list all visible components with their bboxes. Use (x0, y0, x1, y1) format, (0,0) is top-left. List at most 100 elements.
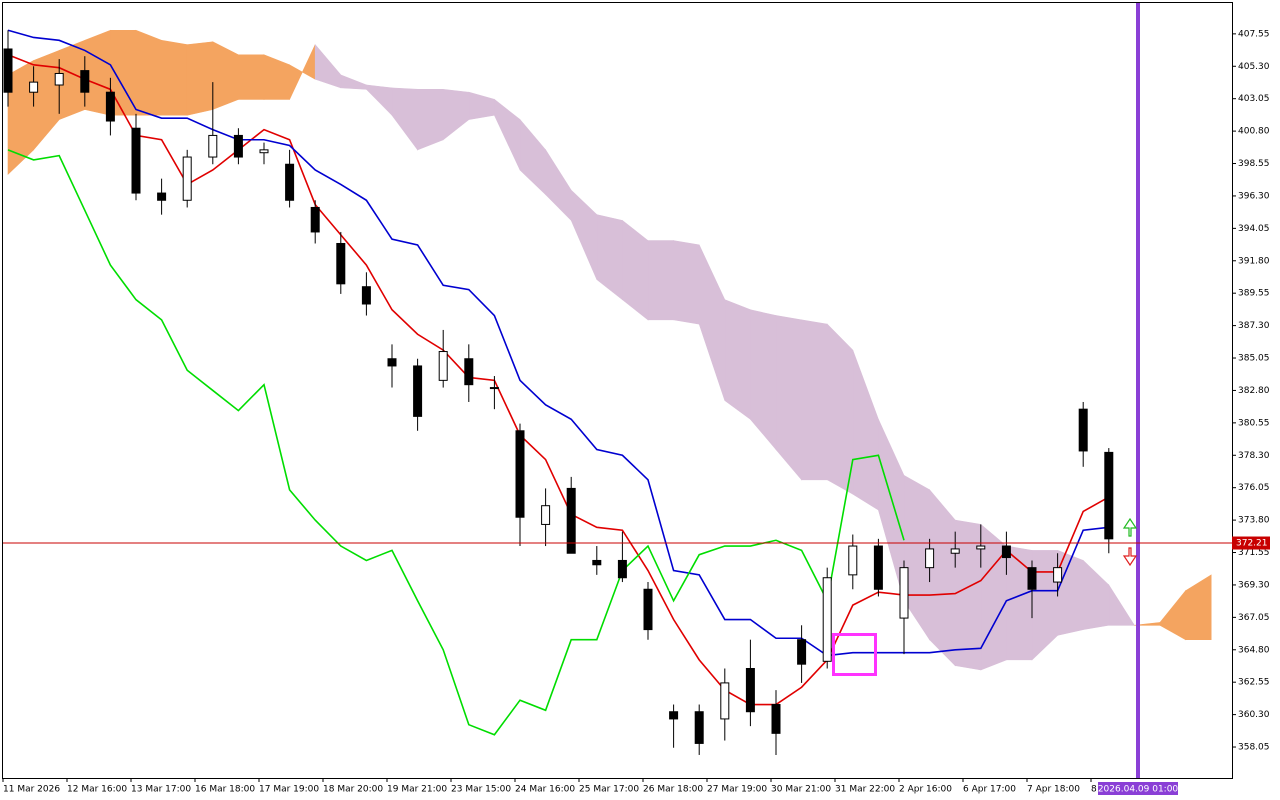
sell-arrow (1122, 547, 1138, 567)
cloud-segment (135, 29, 162, 116)
x-tick-label: 23 Mar 15:00 (451, 785, 511, 795)
y-tick-label: 358.05 (1238, 743, 1270, 753)
cloud-segment (1108, 583, 1135, 626)
candle-body (438, 351, 448, 381)
candle-body (592, 559, 602, 566)
cloud-segment (801, 319, 828, 481)
candle-body (617, 559, 627, 579)
y-tick-label: 396.30 (1238, 191, 1270, 201)
y-tick-label: 400.80 (1238, 127, 1270, 137)
candle-body (1104, 451, 1114, 540)
candle-body (950, 548, 960, 554)
x-tick-label: 2 Apr 16:00 (899, 785, 952, 795)
candle-body (848, 545, 858, 576)
cloud-segment (724, 299, 751, 420)
x-tick-label: 27 Mar 19:00 (707, 785, 767, 795)
candle-body (669, 711, 679, 720)
y-tick-label: 387.30 (1238, 321, 1270, 331)
y-tick-label: 407.55 (1238, 29, 1270, 39)
cloud-segment (673, 240, 700, 325)
candle-body (1053, 567, 1063, 583)
cloud-segment (186, 41, 214, 116)
y-tick-label: 391.80 (1238, 256, 1270, 266)
y-tick-label: 382.80 (1238, 386, 1270, 396)
cloud-segment (238, 54, 265, 100)
y-tick-label: 369.30 (1238, 580, 1270, 590)
x-tick-label: 18 Mar 20:00 (323, 785, 383, 795)
y-tick-label: 364.80 (1238, 645, 1270, 655)
candle-body (925, 548, 935, 569)
cloud-segment (417, 89, 444, 151)
candle-body (976, 545, 986, 550)
candle-body (822, 577, 832, 662)
candle-body (694, 711, 704, 744)
indicator-line (7, 149, 905, 736)
candle-body (259, 149, 269, 154)
candle-body (771, 704, 781, 734)
x-tick-label: 30 Mar 21:00 (771, 785, 831, 795)
highlight-box (832, 633, 877, 676)
candle-body (643, 588, 653, 631)
candle-body (745, 668, 755, 713)
y-tick-label: 385.05 (1238, 354, 1270, 364)
y-tick-label: 380.55 (1238, 418, 1270, 428)
x-tick-label: 19 Mar 21:00 (387, 785, 447, 795)
candle-body (80, 70, 90, 93)
candle-body (515, 430, 525, 518)
candle-body (1078, 408, 1088, 452)
x-tick-label: 31 Mar 22:00 (835, 785, 895, 795)
cloud-segment (1185, 574, 1212, 640)
candle-body (361, 286, 371, 305)
y-tick-label: 371.55 (1238, 548, 1270, 558)
candle-body (1027, 567, 1037, 590)
cloud-segment (161, 39, 188, 116)
candle-body (131, 127, 141, 194)
cursor-label-box (1098, 782, 1178, 795)
y-tick-label: 376.05 (1238, 483, 1270, 493)
candle-body (54, 72, 64, 86)
candle-body (464, 358, 474, 386)
cloud-segment (826, 323, 854, 495)
candle-body (720, 682, 730, 720)
price-label: 372.21 (1236, 539, 1268, 549)
candle-body (489, 387, 499, 390)
price-label-box (1232, 536, 1270, 550)
buy-arrow (1122, 517, 1138, 537)
x-tick-label: 16 Mar 18:00 (195, 785, 255, 795)
x-tick-label: 17 Mar 19:00 (259, 785, 319, 795)
cloud-segment (1006, 545, 1033, 661)
y-tick-label: 403.05 (1238, 94, 1270, 104)
cloud-segment (929, 489, 956, 667)
candle-body (233, 134, 243, 158)
candle-body (105, 91, 115, 122)
candle-body (797, 639, 807, 665)
y-tick-label: 398.55 (1238, 159, 1270, 169)
candle-body (541, 505, 551, 525)
y-tick-label: 360.30 (1238, 710, 1270, 720)
candle-body (310, 206, 320, 233)
x-tick-label: 24 Mar 16:00 (515, 785, 575, 795)
candle-body (336, 242, 346, 285)
candle-body (873, 545, 883, 590)
y-tick-label: 405.30 (1238, 62, 1270, 72)
x-tick-label: 25 Mar 17:00 (579, 785, 639, 795)
x-tick-label: 6 Apr 17:00 (963, 785, 1016, 795)
y-tick-label: 367.05 (1238, 613, 1270, 623)
y-tick-label: 389.55 (1238, 289, 1270, 299)
candle-body (157, 192, 167, 201)
cloud-segment (647, 240, 674, 321)
plot-area (3, 29, 1212, 755)
candle-body (1001, 545, 1011, 559)
candle-body (899, 567, 909, 619)
x-tick-label: 8 (1091, 785, 1097, 795)
candle-body (29, 81, 39, 93)
x-tick-label: 7 Apr 18:00 (1027, 785, 1080, 795)
x-tick-label: 13 Mar 17:00 (131, 785, 191, 795)
y-tick-label: 394.05 (1238, 224, 1270, 234)
cursor-label: 2026.04.09 01:00 (1098, 785, 1179, 795)
y-tick-label: 378.30 (1238, 451, 1270, 461)
x-tick-label: 11 Mar 2026 (3, 785, 60, 795)
candle-body (208, 134, 218, 158)
